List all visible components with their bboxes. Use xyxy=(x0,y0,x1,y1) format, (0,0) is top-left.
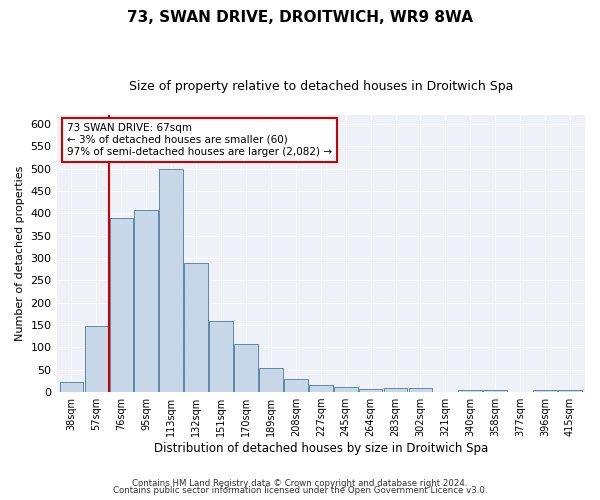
X-axis label: Distribution of detached houses by size in Droitwich Spa: Distribution of detached houses by size … xyxy=(154,442,488,455)
Bar xyxy=(110,218,133,392)
Bar xyxy=(558,390,582,392)
Bar xyxy=(334,386,358,392)
Bar xyxy=(309,385,332,392)
Text: 73, SWAN DRIVE, DROITWICH, WR9 8WA: 73, SWAN DRIVE, DROITWICH, WR9 8WA xyxy=(127,10,473,25)
Text: 73 SWAN DRIVE: 67sqm
← 3% of detached houses are smaller (60)
97% of semi-detach: 73 SWAN DRIVE: 67sqm ← 3% of detached ho… xyxy=(67,124,332,156)
Bar xyxy=(160,168,183,392)
Text: Contains HM Land Registry data © Crown copyright and database right 2024.: Contains HM Land Registry data © Crown c… xyxy=(132,478,468,488)
Bar xyxy=(85,326,108,392)
Text: Contains public sector information licensed under the Open Government Licence v3: Contains public sector information licen… xyxy=(113,486,487,495)
Bar xyxy=(284,378,308,392)
Bar xyxy=(533,390,557,392)
Title: Size of property relative to detached houses in Droitwich Spa: Size of property relative to detached ho… xyxy=(128,80,513,93)
Bar xyxy=(134,210,158,392)
Bar xyxy=(59,382,83,392)
Bar xyxy=(184,264,208,392)
Bar xyxy=(359,389,382,392)
Bar xyxy=(209,320,233,392)
Bar xyxy=(259,368,283,392)
Bar xyxy=(384,388,407,392)
Y-axis label: Number of detached properties: Number of detached properties xyxy=(15,166,25,341)
Bar xyxy=(484,390,507,392)
Bar xyxy=(409,388,433,392)
Bar xyxy=(234,344,258,392)
Bar xyxy=(458,390,482,392)
